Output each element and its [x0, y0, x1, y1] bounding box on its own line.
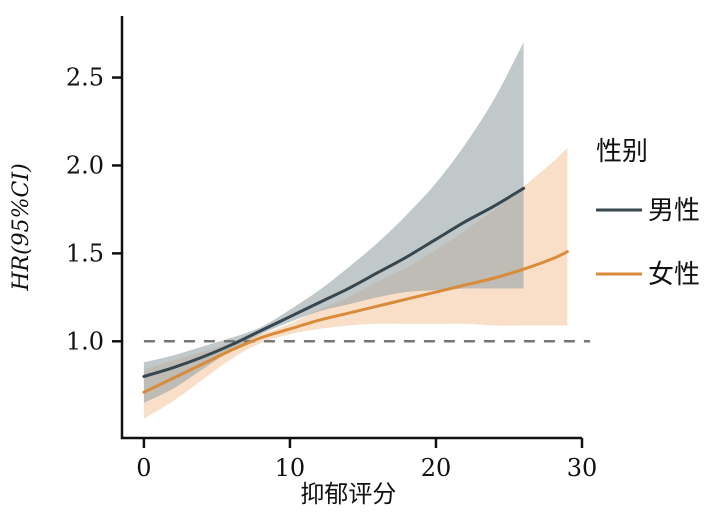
ci-band-male [143, 42, 524, 403]
x-tick-label: 30 [567, 454, 598, 482]
x-tick-label: 0 [136, 454, 151, 482]
legend-label-female: 女性 [648, 260, 700, 290]
x-tick-label: 10 [275, 454, 306, 482]
x-axis-title: 抑郁评分 [300, 480, 396, 508]
x-tick-label: 20 [421, 454, 452, 482]
axes: 1.0 1.5 2.0 2.5 0 10 20 30 抑郁评分 HR(95%CI) [9, 16, 597, 508]
y-tick-label: 1.0 [66, 327, 104, 355]
legend-title: 性别 [596, 137, 648, 167]
y-tick-label: 2.5 [66, 64, 104, 92]
series-lines [142, 186, 569, 394]
series-line-male [142, 186, 526, 378]
y-axis-title: HR(95%CI) [9, 163, 34, 291]
confidence-bands [143, 42, 568, 419]
y-tick-label: 2.0 [66, 151, 104, 179]
legend-label-male: 男性 [648, 196, 700, 226]
series-line-female [142, 250, 569, 394]
y-tick-label: 1.5 [66, 239, 104, 267]
